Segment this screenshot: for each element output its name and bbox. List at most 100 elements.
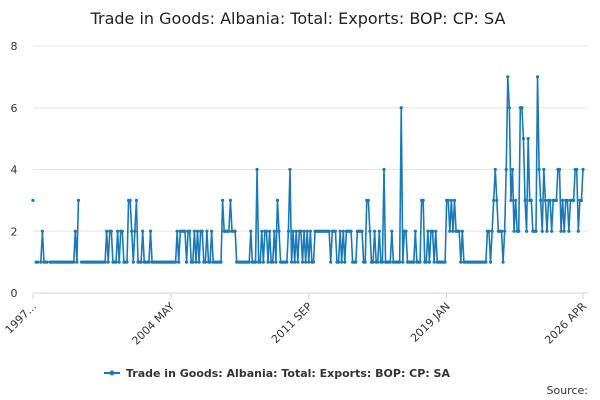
x-tick-label: 2011 SEP: [269, 300, 315, 346]
point: [512, 229, 516, 233]
point: [296, 260, 300, 264]
point: [343, 260, 347, 264]
point: [133, 229, 137, 233]
point: [183, 229, 187, 233]
point: [380, 260, 385, 264]
point: [449, 198, 453, 202]
point: [109, 229, 113, 233]
point: [401, 260, 405, 264]
point: [139, 260, 143, 264]
point: [542, 167, 546, 172]
point: [514, 198, 518, 202]
point: [562, 229, 566, 233]
point: [521, 137, 526, 141]
point: [173, 260, 178, 264]
point: [130, 229, 134, 233]
point: [503, 229, 507, 233]
point: [399, 106, 403, 110]
point: [581, 167, 585, 172]
point: [360, 229, 364, 233]
point: [329, 260, 333, 264]
point: [499, 229, 504, 233]
point: [195, 229, 200, 233]
point: [535, 75, 540, 79]
point: [495, 198, 499, 202]
point: [390, 229, 394, 233]
point: [76, 198, 81, 202]
point: [266, 260, 270, 264]
x-tick-label: 1997...: [3, 300, 39, 336]
point: [557, 167, 562, 172]
point: [529, 198, 533, 202]
point: [368, 229, 372, 233]
point: [105, 229, 109, 233]
y-tick-label: 6: [11, 102, 18, 115]
point: [175, 229, 179, 233]
point: [333, 229, 338, 233]
point: [302, 229, 306, 233]
point: [200, 229, 204, 233]
point: [457, 229, 461, 233]
y-tick-label: 4: [11, 164, 18, 177]
point: [488, 260, 493, 264]
point: [520, 106, 524, 110]
point: [509, 198, 513, 202]
point: [539, 198, 543, 202]
point: [460, 229, 464, 233]
point: [205, 229, 209, 233]
point: [307, 260, 311, 264]
point: [72, 260, 76, 264]
point: [147, 260, 151, 264]
point: [492, 198, 496, 202]
point: [540, 229, 544, 233]
point: [197, 260, 201, 264]
legend-marker: [109, 370, 115, 376]
point: [398, 260, 402, 264]
point: [289, 260, 294, 264]
point: [191, 260, 195, 264]
point: [294, 229, 298, 233]
point: [571, 198, 576, 202]
point: [128, 198, 132, 202]
point: [36, 260, 40, 264]
point: [192, 229, 196, 233]
legend-label: Trade in Goods: Albania: Total: Exports:…: [126, 367, 450, 380]
point: [255, 167, 259, 172]
point: [424, 260, 428, 264]
point: [311, 260, 316, 264]
point: [504, 167, 508, 172]
point: [484, 260, 488, 264]
point: [336, 260, 341, 264]
point: [228, 198, 233, 202]
point: [274, 260, 278, 264]
point: [434, 229, 438, 233]
point: [510, 167, 515, 172]
point: [459, 260, 463, 264]
point: [177, 260, 181, 264]
source-label: Source:: [547, 384, 589, 397]
y-tick-label: 2: [11, 225, 18, 238]
point: [73, 229, 77, 233]
y-tick-label: 8: [11, 40, 18, 53]
point: [285, 260, 289, 264]
point: [233, 229, 237, 233]
point: [116, 229, 120, 233]
point: [184, 260, 189, 264]
point: [524, 229, 529, 233]
chart-title: Trade in Goods: Albania: Total: Exports:…: [90, 9, 506, 28]
point: [194, 260, 198, 264]
point: [376, 260, 380, 264]
point: [264, 229, 269, 233]
point: [349, 229, 353, 233]
point: [258, 260, 262, 264]
point: [340, 260, 344, 264]
point: [426, 229, 430, 233]
point: [253, 260, 258, 264]
point: [421, 198, 425, 202]
point: [293, 260, 297, 264]
point: [451, 229, 455, 233]
point: [188, 229, 192, 233]
point: [125, 260, 129, 264]
point: [210, 229, 214, 233]
